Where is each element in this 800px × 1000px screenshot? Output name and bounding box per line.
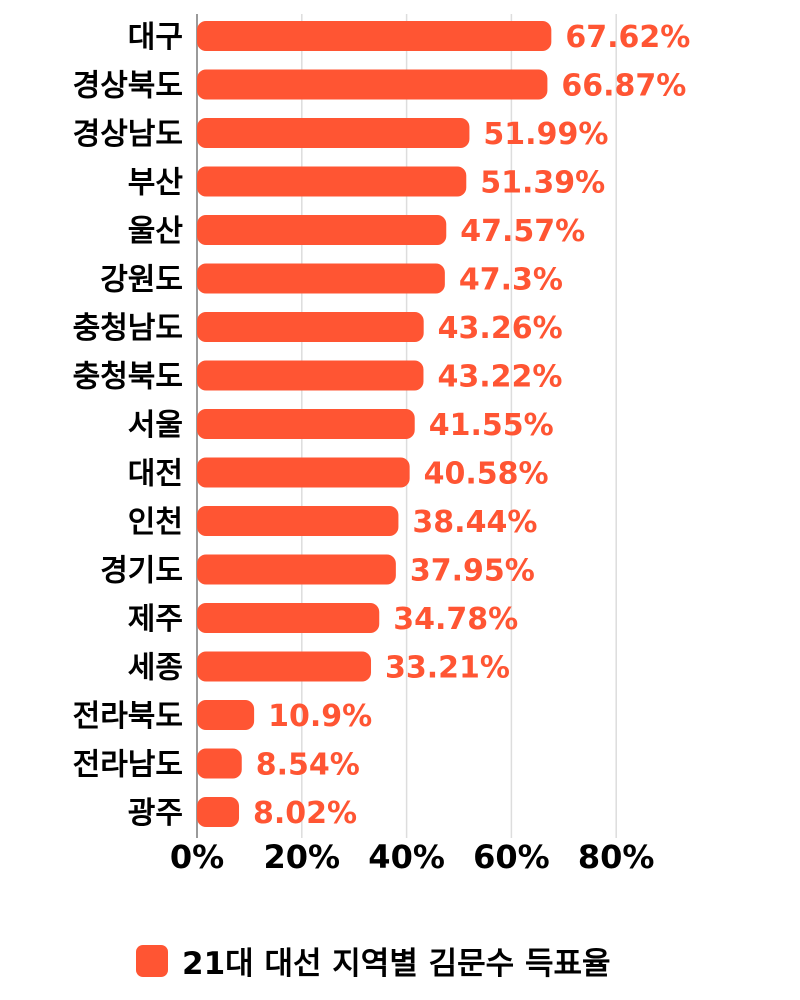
value-label: 34.78% (393, 602, 518, 637)
value-label: 10.9% (268, 699, 372, 734)
bar (197, 554, 396, 585)
value-label: 43.26% (438, 311, 563, 346)
bar (197, 360, 424, 391)
category-label: 대전 (128, 457, 183, 492)
x-tick-label: 40% (368, 838, 445, 876)
value-label: 51.99% (483, 117, 608, 152)
legend-label: 21대 대선 지역별 김문수 득표율 (182, 946, 611, 982)
category-label: 광주 (128, 796, 183, 831)
category-label: 충청북도 (73, 360, 183, 395)
value-label: 38.44% (412, 505, 537, 540)
category-label: 대구 (128, 20, 183, 55)
bar (197, 748, 242, 779)
bar (197, 651, 372, 682)
category-label: 부산 (128, 166, 184, 201)
x-tick-label: 20% (264, 838, 341, 876)
category-label: 서울 (128, 408, 183, 443)
bar (197, 457, 410, 488)
category-label: 경상북도 (73, 69, 183, 104)
bars: 대구 67.62% 경상북도 66.87% 경상남도 51.99% 부산 51.39% 울산 47… (73, 20, 691, 831)
bar (197, 263, 445, 294)
bar (197, 797, 240, 827)
legend: 21대 대선 지역별 김문수 득표율 (136, 938, 611, 983)
bar (197, 215, 447, 245)
value-label: 47.57% (460, 214, 585, 249)
value-label: 67.62% (565, 20, 690, 55)
bar (197, 700, 255, 730)
category-label: 세종 (128, 651, 183, 686)
value-label: 8.02% (253, 796, 357, 831)
legend-swatch (136, 944, 168, 977)
bar (197, 21, 552, 51)
value-label: 66.87% (561, 69, 686, 104)
value-label: 33.21% (385, 651, 510, 686)
category-label: 전라남도 (73, 748, 183, 783)
bar (197, 506, 399, 536)
value-label: 51.39% (480, 166, 605, 201)
category-label: 충청남도 (73, 311, 183, 346)
category-label: 전라북도 (73, 699, 183, 734)
value-label: 40.58% (424, 457, 549, 492)
bar (197, 69, 548, 100)
value-label: 41.55% (429, 408, 554, 443)
bar (197, 118, 470, 148)
bar (197, 409, 415, 439)
category-label: 인천 (128, 505, 183, 540)
category-label: 강원도 (100, 263, 183, 298)
value-label: 43.22% (437, 360, 562, 395)
bar (197, 312, 424, 342)
value-label: 8.54% (256, 748, 360, 783)
category-label: 울산 (128, 214, 184, 249)
x-axis-ticks: 0% 20% 40% 60% 80% (170, 838, 655, 876)
category-label: 경기도 (100, 554, 183, 589)
category-label: 제주 (128, 602, 183, 637)
bar (197, 603, 380, 633)
value-label: 37.95% (410, 554, 535, 589)
category-label: 경상남도 (73, 117, 183, 152)
x-tick-label: 80% (578, 838, 655, 876)
x-tick-label: 60% (473, 838, 550, 876)
bar (197, 166, 467, 197)
value-label: 47.3% (459, 263, 563, 298)
x-tick-label: 0% (170, 838, 224, 876)
